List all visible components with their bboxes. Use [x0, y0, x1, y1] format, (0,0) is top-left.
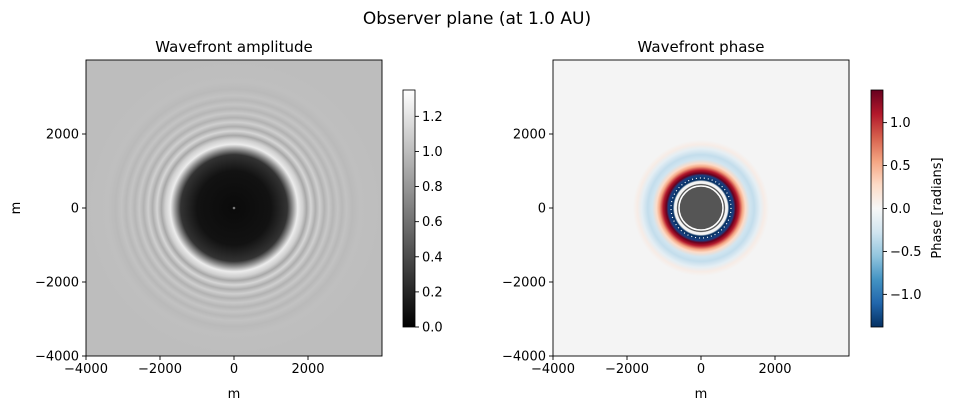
phase-colorbar-tick-label: 0.5: [890, 159, 911, 174]
phase-inner-disk: [678, 185, 724, 231]
amplitude-colorbar-tick-label: 0.6: [422, 215, 443, 230]
phase-x-ticks: −4000 −2000 0 2000: [531, 356, 792, 377]
amplitude-colorbar: [402, 89, 416, 328]
amplitude-colorbar-tick-label: 0.2: [422, 285, 443, 300]
amplitude-colorbar-tick-label: 1.0: [422, 145, 443, 160]
amplitude-colorbar-tick-label: 0.8: [422, 180, 443, 195]
amplitude-colorbar-tick-label: 1.2: [422, 110, 443, 125]
phase-y-tick-label: −4000: [502, 350, 546, 365]
phase-y-tick-label: −2000: [502, 276, 546, 291]
amplitude-center-spot: [232, 206, 236, 210]
phase-y-tick-label: 0: [538, 202, 546, 217]
amplitude-y-tick-label: 0: [71, 202, 79, 217]
amplitude-y-tick-label: 2000: [46, 128, 79, 143]
phase-y-tick-label: 2000: [513, 128, 546, 143]
amplitude-colorbar-tick-label: 0.4: [422, 250, 443, 265]
phase-x-label: m: [695, 387, 708, 402]
amplitude-y-tick-label: −2000: [35, 276, 79, 291]
phase-colorbar-tick-label: −0.5: [890, 245, 922, 260]
amplitude-panel: Wavefront amplitude −4000 −2000 0 2000 −400…: [9, 38, 443, 402]
phase-title: Wavefront phase: [638, 38, 765, 56]
phase-colorbar-tick-label: 1.0: [890, 116, 911, 131]
phase-y-ticks: −4000 −2000 0 2000: [502, 128, 553, 365]
phase-colorbar-ticks: −1.0 −0.5 0.0 0.5 1.0: [883, 116, 922, 303]
amplitude-y-label: m: [9, 202, 24, 215]
phase-speckle-ring: [670, 177, 732, 239]
phase-panel: Wavefront phase −4000 −2000 0 2000 −4000 −20…: [502, 38, 945, 402]
amplitude-title: Wavefront amplitude: [155, 38, 312, 56]
phase-x-tick-label: −2000: [605, 362, 649, 377]
amplitude-y-ticks: −4000 −2000 0 2000: [35, 128, 86, 365]
phase-colorbar-label: Phase [radians]: [930, 157, 945, 258]
amplitude-colorbar-tick-label: 0.0: [422, 321, 443, 336]
phase-colorbar-tick-label: −1.0: [890, 288, 922, 303]
phase-x-tick-label: −4000: [531, 362, 575, 377]
amplitude-x-tick-label: 0: [230, 362, 238, 377]
amplitude-x-tick-label: −2000: [138, 362, 182, 377]
amplitude-x-tick-label: 2000: [291, 362, 324, 377]
phase-x-tick-label: 2000: [758, 362, 791, 377]
phase-colorbar: [870, 89, 884, 328]
amplitude-colorbar-ticks: 0.0 0.2 0.4 0.6 0.8 1.0 1.2: [415, 110, 443, 336]
amplitude-y-tick-label: −4000: [35, 350, 79, 365]
phase-colorbar-tick-label: 0.0: [890, 202, 911, 217]
amplitude-x-label: m: [228, 387, 241, 402]
amplitude-x-tick-label: −4000: [64, 362, 108, 377]
figure-title: Observer plane (at 1.0 AU): [363, 9, 591, 29]
amplitude-x-ticks: −4000 −2000 0 2000: [64, 356, 325, 377]
phase-x-tick-label: 0: [697, 362, 705, 377]
